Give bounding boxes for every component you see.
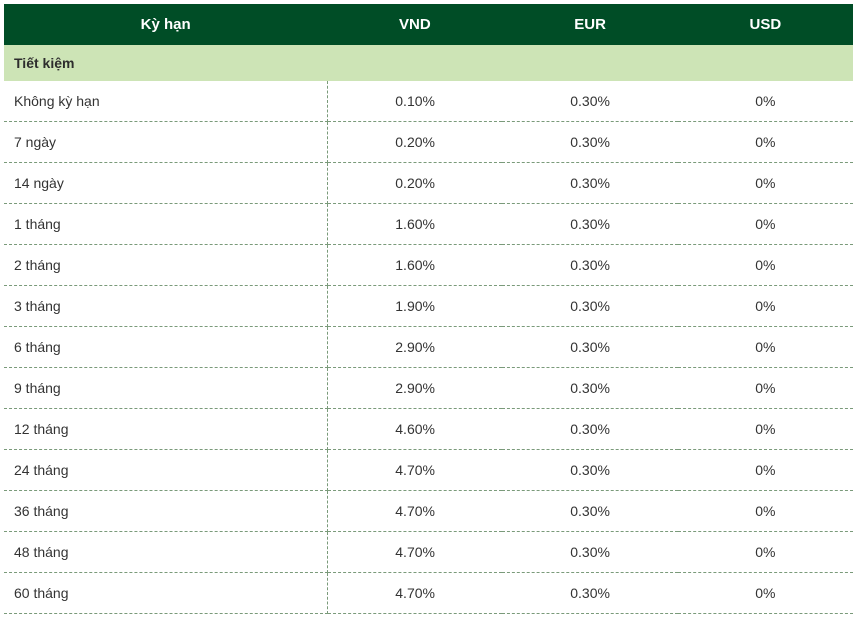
term-cell: 36 tháng — [4, 491, 327, 532]
term-cell: 9 tháng — [4, 368, 327, 409]
table-row: 60 tháng 4.70% 0.30% 0% — [4, 573, 853, 614]
term-cell: 7 ngày — [4, 122, 327, 163]
vnd-cell: 1.90% — [327, 286, 502, 327]
table-row: 7 ngày 0.20% 0.30% 0% — [4, 122, 853, 163]
eur-cell: 0.30% — [502, 81, 677, 122]
table-row: Không kỳ hạn 0.10% 0.30% 0% — [4, 81, 853, 122]
term-cell: 24 tháng — [4, 450, 327, 491]
eur-cell: 0.30% — [502, 491, 677, 532]
section-row: Tiết kiệm — [4, 45, 853, 81]
vnd-cell: 0.20% — [327, 163, 502, 204]
rates-table-container: Kỳ hạn VND EUR USD Tiết kiệm Không kỳ hạ… — [4, 4, 853, 614]
table-row: 36 tháng 4.70% 0.30% 0% — [4, 491, 853, 532]
rates-table: Kỳ hạn VND EUR USD Tiết kiệm Không kỳ hạ… — [4, 4, 853, 614]
vnd-cell: 4.70% — [327, 532, 502, 573]
term-cell: 2 tháng — [4, 245, 327, 286]
usd-cell: 0% — [678, 450, 853, 491]
term-cell: 1 tháng — [4, 204, 327, 245]
vnd-cell: 0.10% — [327, 81, 502, 122]
usd-cell: 0% — [678, 327, 853, 368]
header-vnd: VND — [327, 4, 502, 45]
table-row: 3 tháng 1.90% 0.30% 0% — [4, 286, 853, 327]
table-body: Tiết kiệm Không kỳ hạn 0.10% 0.30% 0% 7 … — [4, 45, 853, 614]
term-cell: 60 tháng — [4, 573, 327, 614]
term-cell: 48 tháng — [4, 532, 327, 573]
eur-cell: 0.30% — [502, 327, 677, 368]
term-cell: Không kỳ hạn — [4, 81, 327, 122]
eur-cell: 0.30% — [502, 450, 677, 491]
usd-cell: 0% — [678, 81, 853, 122]
term-cell: 3 tháng — [4, 286, 327, 327]
eur-cell: 0.30% — [502, 163, 677, 204]
eur-cell: 0.30% — [502, 245, 677, 286]
usd-cell: 0% — [678, 368, 853, 409]
header-usd: USD — [678, 4, 853, 45]
table-row: 14 ngày 0.20% 0.30% 0% — [4, 163, 853, 204]
term-cell: 6 tháng — [4, 327, 327, 368]
usd-cell: 0% — [678, 163, 853, 204]
table-row: 24 tháng 4.70% 0.30% 0% — [4, 450, 853, 491]
term-cell: 12 tháng — [4, 409, 327, 450]
section-label: Tiết kiệm — [4, 45, 853, 81]
vnd-cell: 1.60% — [327, 204, 502, 245]
usd-cell: 0% — [678, 532, 853, 573]
eur-cell: 0.30% — [502, 532, 677, 573]
table-header: Kỳ hạn VND EUR USD — [4, 4, 853, 45]
eur-cell: 0.30% — [502, 409, 677, 450]
header-eur: EUR — [502, 4, 677, 45]
header-term: Kỳ hạn — [4, 4, 327, 45]
table-row: 6 tháng 2.90% 0.30% 0% — [4, 327, 853, 368]
table-row: 48 tháng 4.70% 0.30% 0% — [4, 532, 853, 573]
vnd-cell: 4.70% — [327, 450, 502, 491]
vnd-cell: 4.60% — [327, 409, 502, 450]
vnd-cell: 0.20% — [327, 122, 502, 163]
usd-cell: 0% — [678, 204, 853, 245]
usd-cell: 0% — [678, 286, 853, 327]
vnd-cell: 2.90% — [327, 327, 502, 368]
term-cell: 14 ngày — [4, 163, 327, 204]
vnd-cell: 4.70% — [327, 491, 502, 532]
usd-cell: 0% — [678, 409, 853, 450]
eur-cell: 0.30% — [502, 368, 677, 409]
eur-cell: 0.30% — [502, 286, 677, 327]
vnd-cell: 1.60% — [327, 245, 502, 286]
usd-cell: 0% — [678, 491, 853, 532]
vnd-cell: 2.90% — [327, 368, 502, 409]
eur-cell: 0.30% — [502, 573, 677, 614]
eur-cell: 0.30% — [502, 204, 677, 245]
header-row: Kỳ hạn VND EUR USD — [4, 4, 853, 45]
table-row: 9 tháng 2.90% 0.30% 0% — [4, 368, 853, 409]
usd-cell: 0% — [678, 245, 853, 286]
vnd-cell: 4.70% — [327, 573, 502, 614]
eur-cell: 0.30% — [502, 122, 677, 163]
table-row: 12 tháng 4.60% 0.30% 0% — [4, 409, 853, 450]
usd-cell: 0% — [678, 122, 853, 163]
table-row: 1 tháng 1.60% 0.30% 0% — [4, 204, 853, 245]
usd-cell: 0% — [678, 573, 853, 614]
table-row: 2 tháng 1.60% 0.30% 0% — [4, 245, 853, 286]
